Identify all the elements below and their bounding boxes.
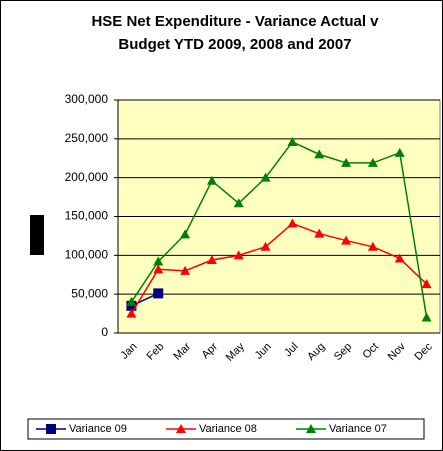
legend-label: Variance 08 bbox=[199, 423, 257, 435]
marker bbox=[341, 157, 352, 167]
marker bbox=[260, 241, 271, 251]
legend-label: Variance 09 bbox=[69, 423, 127, 435]
chart-title: HSE Net Expenditure - Variance Actual v bbox=[91, 13, 379, 30]
marker bbox=[206, 175, 217, 185]
y-tick-label: 250,000 bbox=[65, 131, 109, 145]
marker bbox=[314, 228, 325, 238]
marker bbox=[260, 172, 271, 182]
marker bbox=[341, 235, 352, 245]
chart-title: Budget YTD 2009, 2008 and 2007 bbox=[118, 36, 351, 53]
marker bbox=[394, 147, 405, 157]
y-tick-label: 300,000 bbox=[65, 92, 109, 106]
legend-label: Variance 07 bbox=[329, 423, 387, 435]
marker bbox=[180, 229, 191, 239]
marker bbox=[126, 308, 137, 318]
y-tick-label: 150,000 bbox=[65, 209, 109, 223]
legend-marker bbox=[46, 424, 56, 434]
marker bbox=[287, 136, 298, 146]
marker bbox=[394, 253, 405, 263]
marker bbox=[153, 288, 164, 299]
legend-marker bbox=[176, 424, 186, 433]
y-tick-label: 100,000 bbox=[65, 248, 109, 262]
y-axis-label-redacted bbox=[30, 215, 44, 255]
y-tick-label: 0 bbox=[101, 325, 108, 339]
series-line bbox=[130, 141, 428, 318]
marker bbox=[421, 279, 432, 289]
marker bbox=[126, 296, 137, 306]
legend-box bbox=[27, 418, 425, 440]
y-tick-label: 200,000 bbox=[65, 170, 109, 184]
marker bbox=[287, 218, 298, 228]
marker bbox=[421, 312, 432, 322]
marker bbox=[367, 157, 378, 167]
y-tick-label: 50,000 bbox=[71, 286, 108, 300]
marker bbox=[367, 241, 378, 251]
marker bbox=[314, 149, 325, 159]
marker bbox=[180, 265, 191, 275]
marker bbox=[153, 264, 164, 274]
legend-marker bbox=[306, 424, 316, 433]
marker bbox=[153, 256, 164, 266]
marker bbox=[233, 198, 244, 208]
marker bbox=[233, 250, 244, 260]
marker bbox=[206, 254, 217, 264]
series-line bbox=[130, 222, 428, 314]
